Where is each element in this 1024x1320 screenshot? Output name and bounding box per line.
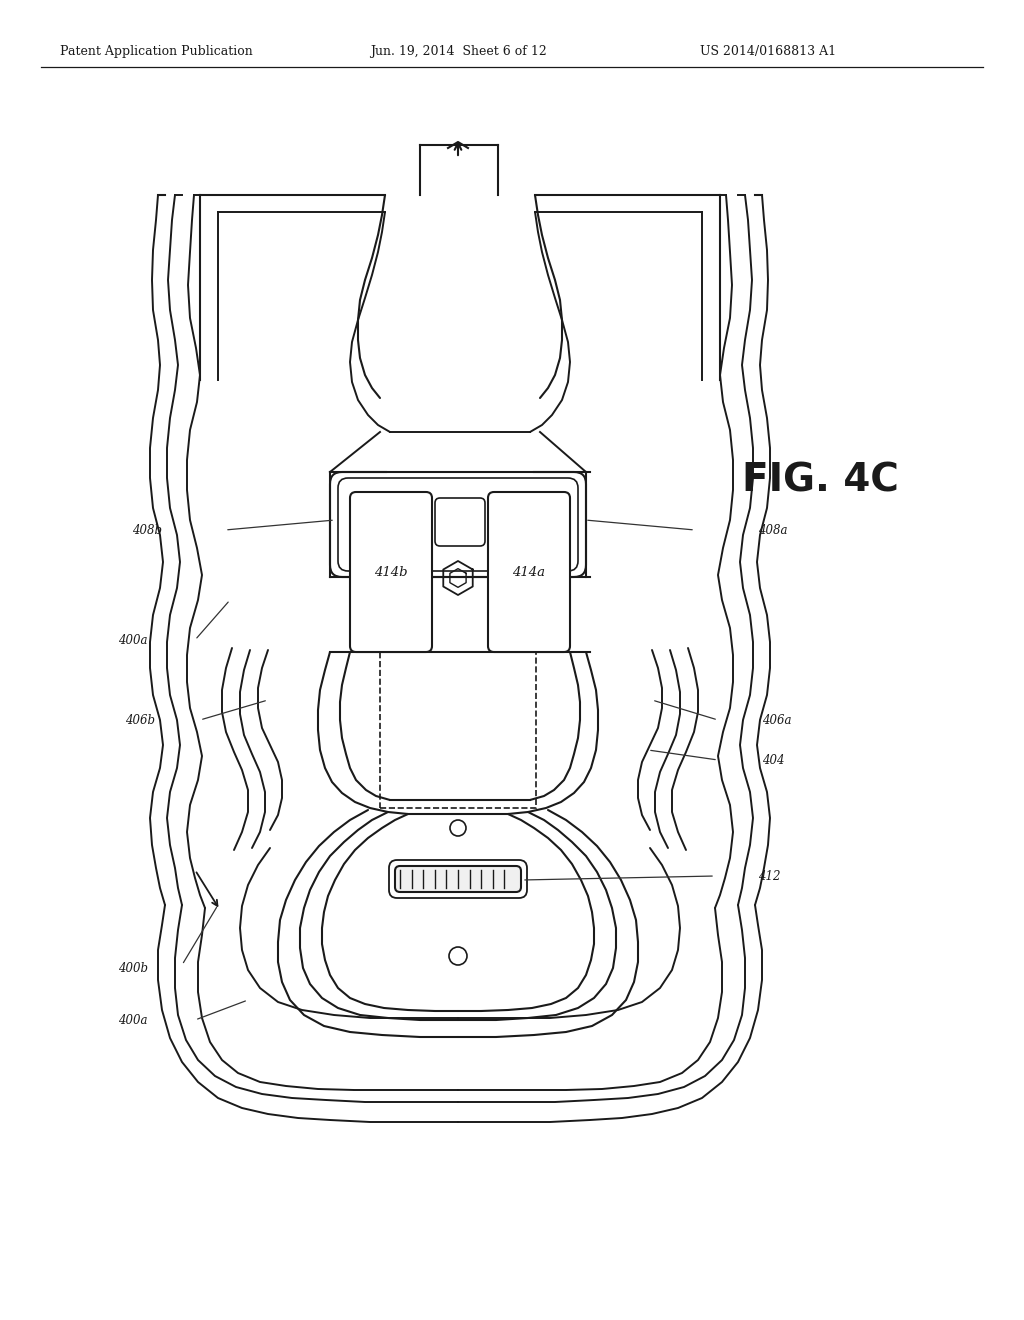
Text: 408a: 408a [758,524,787,536]
FancyBboxPatch shape [395,866,521,892]
Text: Jun. 19, 2014  Sheet 6 of 12: Jun. 19, 2014 Sheet 6 of 12 [370,45,547,58]
Text: 406a: 406a [762,714,792,726]
Text: 408b: 408b [132,524,162,536]
Circle shape [449,946,467,965]
Text: Patent Application Publication: Patent Application Publication [60,45,253,58]
Text: 406b: 406b [125,714,155,726]
FancyBboxPatch shape [330,473,586,577]
Text: 412: 412 [758,870,780,883]
Text: FIG. 4C: FIG. 4C [741,461,898,499]
FancyBboxPatch shape [488,492,570,652]
FancyBboxPatch shape [338,478,578,572]
Text: 414a: 414a [512,565,546,578]
Text: 400a: 400a [119,634,148,647]
Text: 414b: 414b [374,565,408,578]
FancyBboxPatch shape [350,492,432,652]
Bar [380,652,536,808]
Text: 400b: 400b [118,961,148,974]
Circle shape [450,820,466,836]
Text: 404: 404 [762,754,784,767]
FancyBboxPatch shape [435,498,485,546]
Text: US 2014/0168813 A1: US 2014/0168813 A1 [700,45,837,58]
Text: 400a: 400a [119,1014,148,1027]
